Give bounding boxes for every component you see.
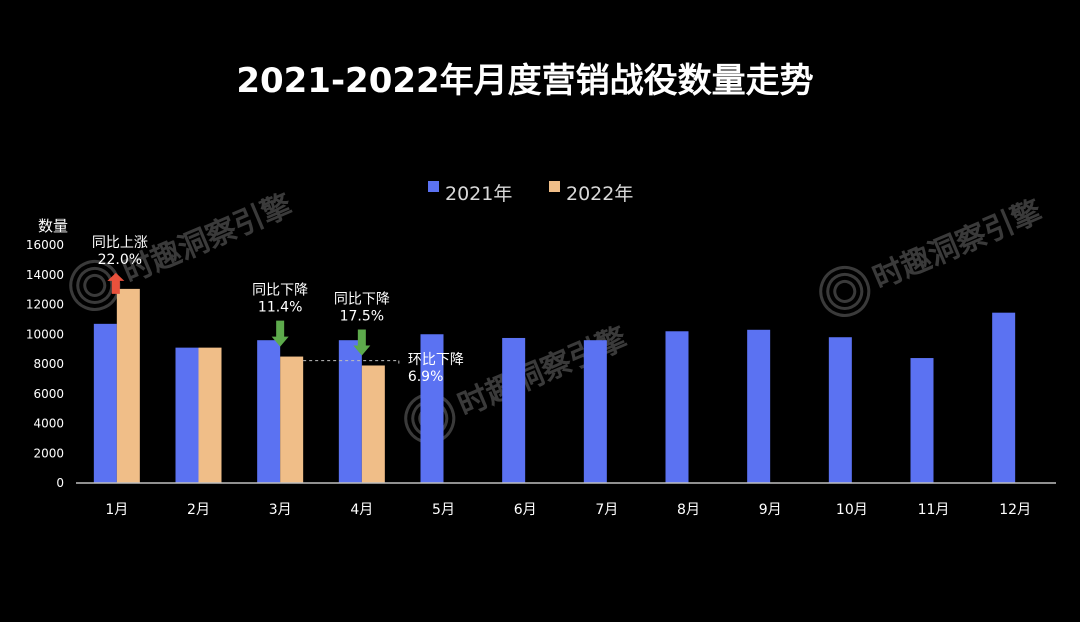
bar-2022 <box>116 288 140 483</box>
watermark: 时趣洞察引擎 <box>819 194 1047 317</box>
bar-2021 <box>175 347 199 483</box>
x-tick-label: 4月 <box>350 502 373 518</box>
annotation-text: 6.9% <box>408 369 444 385</box>
x-tick-label: 8月 <box>677 502 700 518</box>
bar-2022 <box>280 356 304 483</box>
watermark-text: 时趣洞察引擎 <box>868 194 1047 297</box>
bar-2021 <box>583 340 607 483</box>
x-tick-label: 7月 <box>595 502 618 518</box>
bar-2021 <box>502 337 526 483</box>
x-tick-label: 2月 <box>187 502 210 518</box>
x-tick-label: 12月 <box>999 502 1031 518</box>
legend-label-2022: 2022年 <box>566 183 633 205</box>
legend-label-2021: 2021年 <box>445 183 512 205</box>
bar-2021 <box>665 331 689 483</box>
chart-title: 2021-2022年月度营销战役数量走势 <box>236 61 813 101</box>
annotation-text: 同比下降 <box>334 291 390 307</box>
y-tick-label: 8000 <box>33 357 64 371</box>
annotation-text: 17.5% <box>340 308 384 324</box>
bar-2022 <box>198 347 222 483</box>
x-tick-label: 9月 <box>759 502 782 518</box>
x-tick-label: 5月 <box>432 502 455 518</box>
bar-2021 <box>93 323 117 483</box>
x-tick-label: 11月 <box>918 502 950 518</box>
x-tick-label: 1月 <box>105 502 128 518</box>
arrow-up-icon <box>107 272 125 294</box>
watermark-logo-icon <box>819 265 871 317</box>
legend-swatch-2021 <box>428 181 439 192</box>
bar-2021 <box>910 358 934 483</box>
bar-2021 <box>338 340 362 483</box>
x-axis-ticks: 1月 2月 3月 4月 5月 6月 7月 8月 9月 10月 11月 12月 <box>105 502 1031 518</box>
bar-2021 <box>747 329 771 483</box>
x-tick-label: 10月 <box>836 502 868 518</box>
bar-2021 <box>420 334 444 483</box>
annotation-text: 环比下降 <box>408 352 464 368</box>
y-tick-label: 2000 <box>33 446 64 460</box>
annotation-text: 22.0% <box>98 252 142 268</box>
x-tick-label: 3月 <box>269 502 292 518</box>
bar-2021 <box>257 340 281 483</box>
arrow-down-icon <box>353 329 371 356</box>
y-tick-label: 0 <box>56 476 64 490</box>
legend: 2021年 2022年 <box>428 181 633 205</box>
annotation-text: 同比下降 <box>252 283 308 299</box>
legend-swatch-2022 <box>549 181 560 192</box>
annotation-text: 11.4% <box>258 300 302 316</box>
y-tick-label: 16000 <box>26 238 64 252</box>
bar-2022 <box>361 365 385 483</box>
y-tick-label: 4000 <box>33 417 64 431</box>
y-axis-label: 数量 <box>38 217 68 235</box>
y-tick-label: 14000 <box>26 268 64 282</box>
bar-2021 <box>992 312 1016 483</box>
annotation-text: 同比上涨 <box>92 235 148 251</box>
y-tick-label: 12000 <box>26 298 64 312</box>
x-tick-label: 6月 <box>514 502 537 518</box>
bar-2021 <box>828 337 852 483</box>
arrow-down-icon <box>271 320 289 347</box>
y-tick-label: 6000 <box>33 387 64 401</box>
bars <box>93 288 1016 483</box>
y-axis-ticks: 0 2000 4000 6000 8000 10000 12000 14000 16000 <box>26 238 64 490</box>
y-tick-label: 10000 <box>26 327 64 341</box>
